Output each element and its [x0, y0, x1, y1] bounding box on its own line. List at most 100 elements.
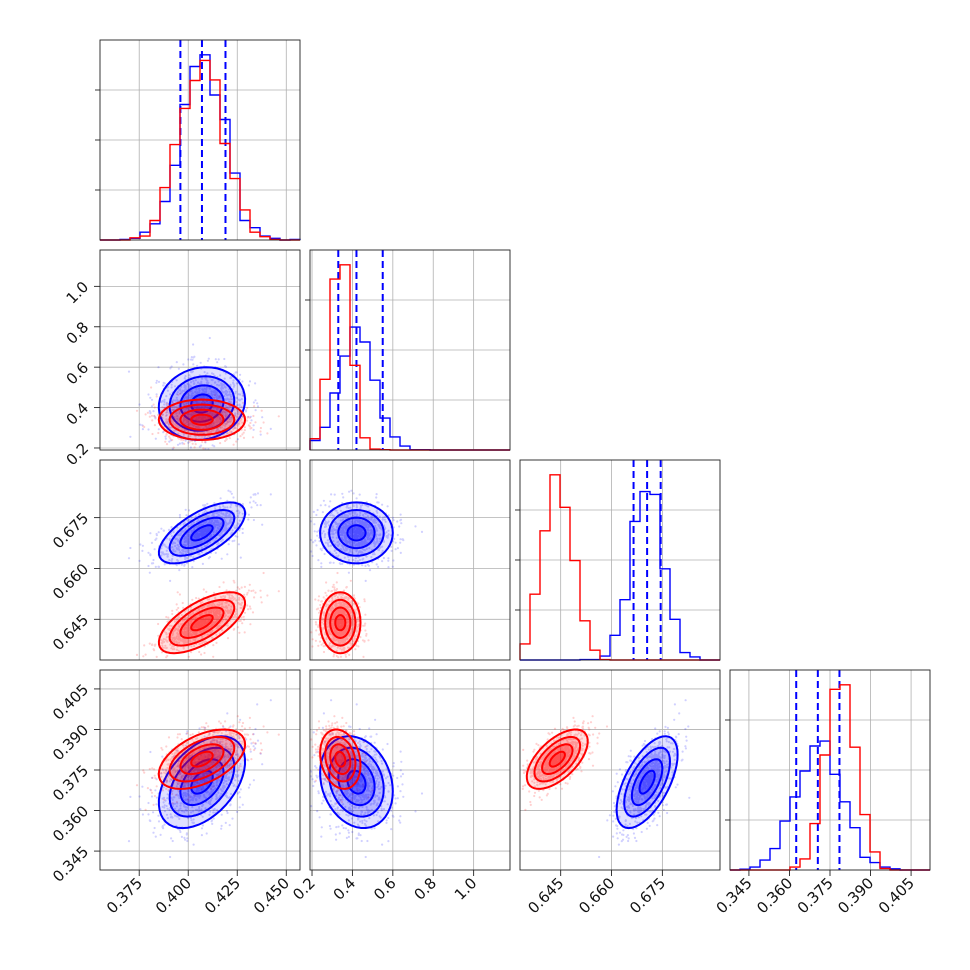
scatter-point — [207, 416, 210, 419]
scatter-point — [214, 596, 217, 599]
scatter-point — [204, 628, 207, 631]
scatter-point — [191, 544, 194, 547]
scatter-point — [216, 418, 219, 421]
scatter-point — [188, 383, 191, 386]
density-contour — [168, 403, 236, 436]
scatter-point — [171, 634, 174, 637]
scatter-point — [187, 358, 190, 361]
scatter-point — [226, 511, 229, 514]
scatter-point — [188, 538, 191, 541]
scatter-point — [204, 528, 207, 531]
scatter-point — [224, 606, 227, 609]
scatter-point — [234, 392, 237, 395]
scatter-point — [178, 410, 181, 413]
scatter-point — [225, 512, 228, 515]
scatter-point — [199, 601, 202, 604]
scatter-point — [226, 637, 230, 640]
scatter-point — [207, 412, 210, 415]
scatter-point — [379, 546, 382, 549]
scatter-point — [215, 613, 218, 617]
scatter-point — [179, 637, 182, 640]
scatter-point — [357, 544, 360, 547]
scatter-point — [182, 363, 185, 366]
scatter-point — [355, 543, 358, 546]
scatter-point — [174, 423, 177, 426]
scatter-point — [165, 639, 168, 643]
scatter-point — [141, 549, 144, 553]
scatter-point — [193, 541, 196, 544]
scatter-point — [177, 533, 180, 537]
scatter-point — [331, 514, 334, 517]
scatter-point — [332, 533, 335, 536]
scatter-point — [232, 579, 235, 582]
scatter-point — [358, 542, 361, 546]
scatter-point — [204, 521, 207, 524]
scatter-point — [176, 617, 180, 620]
scatter-point — [157, 366, 160, 369]
scatter-point — [168, 624, 171, 627]
scatter-point — [345, 549, 348, 552]
scatter-point — [214, 524, 217, 528]
scatter-point — [165, 443, 169, 446]
scatter-point — [195, 536, 198, 539]
scatter-point — [222, 391, 225, 394]
scatter-point — [331, 529, 334, 532]
scatter-point — [217, 384, 221, 387]
scatter-point — [195, 400, 198, 403]
scatter-point — [205, 622, 208, 625]
scatter-point — [219, 404, 222, 407]
scatter-point — [184, 403, 188, 406]
scatter-point — [209, 528, 212, 531]
scatter-point — [322, 499, 325, 502]
scatter-point — [235, 599, 238, 602]
scatter-point — [208, 521, 211, 524]
scatter-point — [181, 389, 184, 392]
scatter-point — [188, 422, 191, 425]
scatter-point — [319, 547, 322, 551]
scatter-point — [345, 516, 348, 520]
scatter-point — [200, 418, 203, 421]
scatter-point — [347, 516, 350, 519]
scatter-point — [161, 551, 164, 554]
scatter-point — [190, 423, 194, 426]
scatter-point — [220, 411, 223, 414]
scatter-point — [187, 406, 190, 409]
scatter-point — [229, 490, 232, 493]
scatter-point — [196, 542, 199, 545]
scatter-point — [208, 617, 211, 620]
scatter-point — [225, 618, 228, 621]
scatter-point — [230, 415, 233, 418]
scatter-point — [216, 394, 219, 397]
scatter-point — [157, 428, 160, 431]
scatter-point — [203, 401, 206, 404]
scatter-point — [317, 599, 320, 602]
scatter-point — [206, 621, 209, 624]
scatter-point — [226, 407, 229, 410]
scatter-point — [194, 536, 197, 539]
scatter-point — [224, 414, 227, 417]
scatter-point — [204, 514, 207, 518]
scatter-point — [220, 530, 223, 534]
scatter-point — [200, 518, 203, 521]
scatter-point — [218, 625, 221, 628]
scatter-point — [216, 626, 219, 630]
scatter-point — [214, 610, 217, 614]
scatter-point — [238, 421, 241, 425]
scatter-point — [182, 548, 185, 551]
scatter-point — [339, 519, 342, 522]
scatter-point — [178, 533, 182, 536]
scatter-point — [367, 639, 370, 642]
scatter-point — [185, 536, 188, 539]
scatter-point — [174, 415, 177, 418]
scatter-point — [420, 530, 424, 534]
scatter-point — [341, 533, 344, 537]
scatter-point — [161, 413, 164, 416]
scatter-point — [206, 416, 209, 419]
scatter-point — [195, 532, 198, 535]
histogram-panel-p0 — [95, 39, 301, 241]
scatter-point — [234, 526, 237, 529]
scatter-point — [220, 620, 224, 623]
scatter-point — [192, 543, 195, 546]
scatter-point — [206, 529, 209, 532]
scatter-point — [162, 646, 165, 649]
